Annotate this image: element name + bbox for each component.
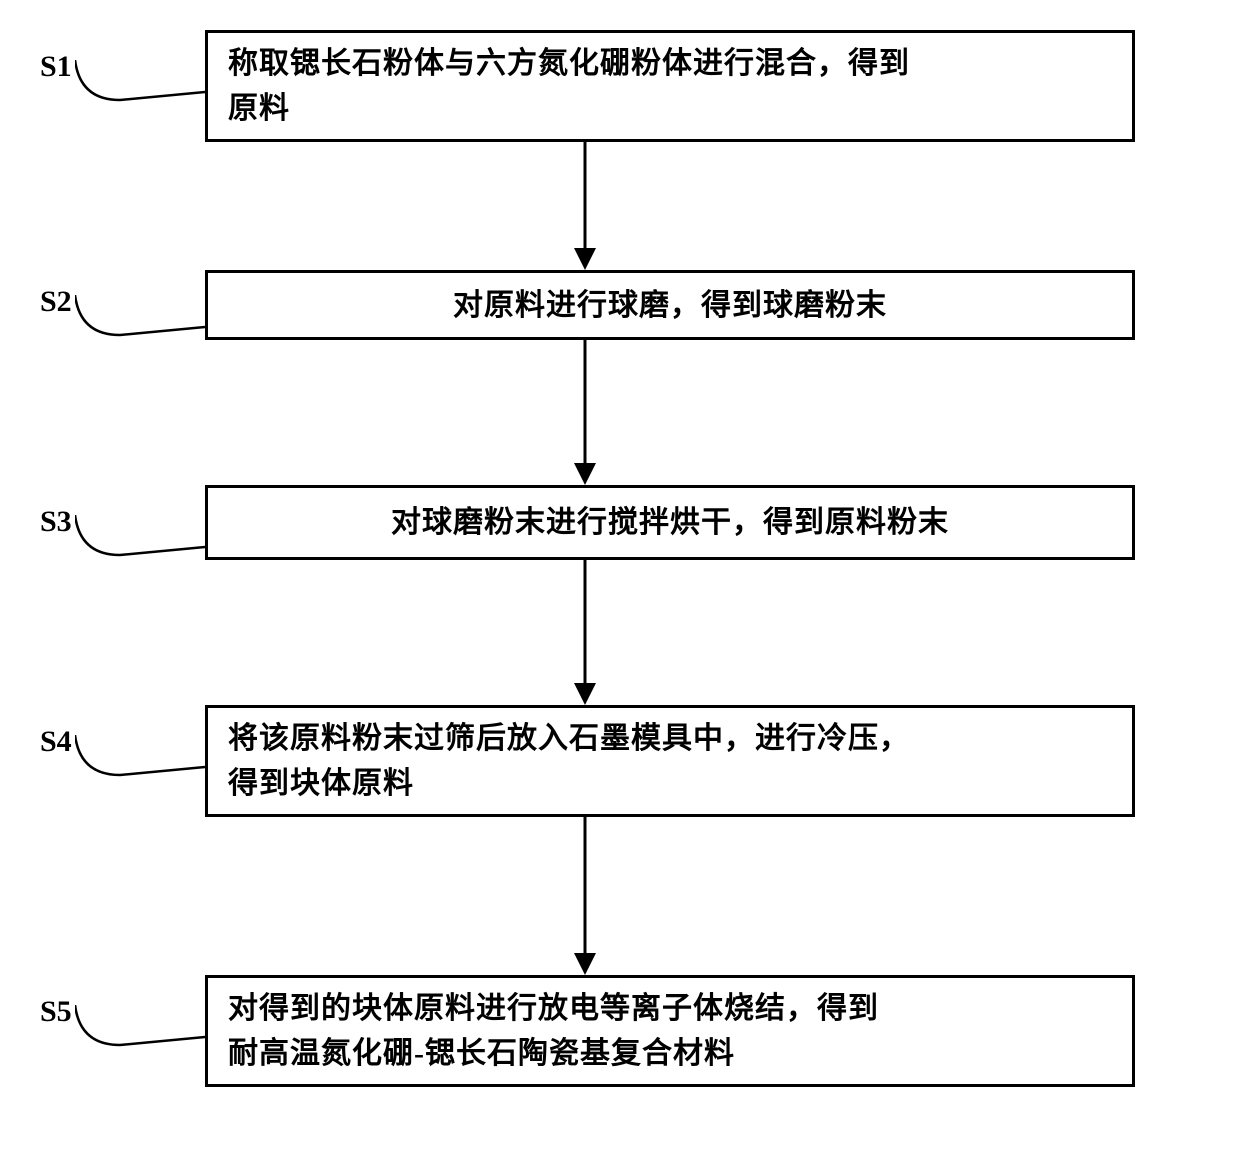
step-text-s1: 称取锶长石粉体与六方氮化硼粉体进行混合，得到 原料 [228, 41, 910, 131]
step-box-s5: 对得到的块体原料进行放电等离子体烧结，得到 耐高温氮化硼-锶长石陶瓷基复合材料 [205, 975, 1135, 1087]
label-curve-s4 [75, 735, 205, 780]
arrow-s3-s4 [570, 560, 600, 705]
step-text-s2: 对原料进行球磨，得到球磨粉末 [453, 283, 887, 328]
step-text-s3: 对球磨粉末进行搅拌烘干，得到原料粉末 [391, 500, 949, 545]
label-curve-s3 [75, 515, 205, 560]
step-label-text: S3 [40, 505, 72, 538]
flowchart-canvas: S1 称取锶长石粉体与六方氮化硼粉体进行混合，得到 原料 S2 对原料进行球磨，… [0, 0, 1240, 1173]
step-label-s1: S1 [40, 50, 72, 84]
step-label-s4: S4 [40, 725, 72, 759]
arrow-s2-s3 [570, 340, 600, 485]
label-curve-s5 [75, 1005, 205, 1050]
arrow-s4-s5 [570, 817, 600, 975]
arrow-s1-s2 [570, 142, 600, 270]
step-label-s2: S2 [40, 285, 72, 319]
step-label-text: S2 [40, 285, 72, 318]
step-box-s3: 对球磨粉末进行搅拌烘干，得到原料粉末 [205, 485, 1135, 560]
step-box-s2: 对原料进行球磨，得到球磨粉末 [205, 270, 1135, 340]
step-label-s3: S3 [40, 505, 72, 539]
label-curve-s2 [75, 295, 205, 340]
label-curve-s1 [75, 60, 205, 105]
step-label-text: S4 [40, 725, 72, 758]
step-label-text: S1 [40, 50, 72, 83]
step-text-s4: 将该原料粉末过筛后放入石墨模具中，进行冷压， 得到块体原料 [228, 716, 910, 806]
step-box-s1: 称取锶长石粉体与六方氮化硼粉体进行混合，得到 原料 [205, 30, 1135, 142]
step-text-s5: 对得到的块体原料进行放电等离子体烧结，得到 耐高温氮化硼-锶长石陶瓷基复合材料 [228, 986, 879, 1076]
step-label-text: S5 [40, 995, 72, 1028]
step-label-s5: S5 [40, 995, 72, 1029]
step-box-s4: 将该原料粉末过筛后放入石墨模具中，进行冷压， 得到块体原料 [205, 705, 1135, 817]
